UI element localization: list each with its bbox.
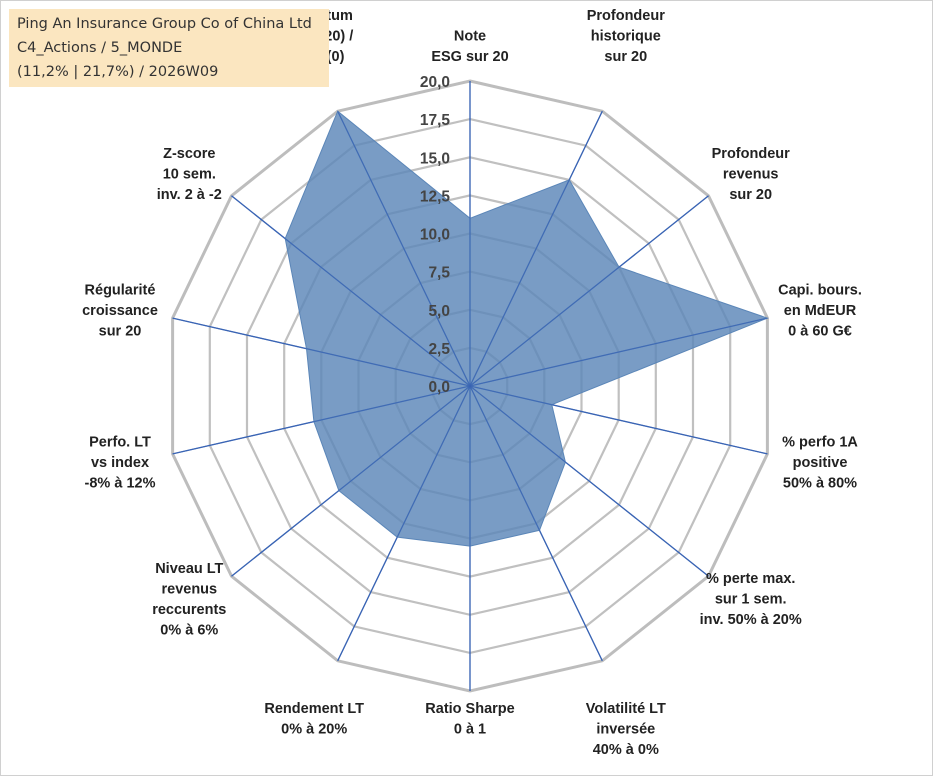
axis-spoke-overlay [469, 317, 768, 387]
axis-label-line: revenus [161, 581, 217, 597]
axis-spoke-overlay [337, 385, 471, 662]
axis-label-line: 0% à 20% [281, 722, 347, 738]
axis-label-line: Capi. bours. [778, 283, 862, 299]
axis-label-line: en MdEUR [784, 303, 857, 319]
axis-label-line: Perfo. LT [89, 434, 151, 450]
tick-label: 2,5 [428, 341, 450, 358]
axis-label-line: % perfo 1A [782, 434, 858, 450]
axis-label-line: 0 à 1 [454, 722, 486, 738]
axis-spoke-overlay [231, 385, 471, 577]
axis-label: Z-score 10 sem. inv. 2 à -2 [157, 146, 222, 203]
axis-label-line: positive [793, 455, 848, 471]
axis-label: % perfo 1A positive 50% à 80% [782, 434, 858, 491]
axis-label-line: sur 1 sem. [715, 592, 787, 608]
axis-label-line: Volatilité LT [586, 701, 666, 717]
tick-label: 20,0 [420, 74, 450, 91]
tick-label: 10,0 [420, 227, 450, 244]
axis-spoke-overlay [469, 195, 709, 387]
axis-label: Note ESG sur 20 [431, 29, 508, 66]
axis-label-line: ESG sur 20 [431, 49, 508, 65]
data-area-layer [172, 81, 769, 691]
axis-label-line: vs index [91, 455, 149, 471]
axis-label-line: 10 sem. [163, 166, 216, 182]
company-name: Ping An Insurance Group Co of China Ltd [17, 16, 312, 32]
axis-label: Ratio Sharpe 0 à 1 [425, 701, 514, 738]
axis-spoke-overlay [172, 317, 471, 387]
axis-label-line: 40% à 0% [593, 742, 659, 758]
category-label: C4_Actions / 5_MONDE [17, 40, 183, 56]
axis-label: Profondeur historique sur 20 [587, 8, 665, 65]
axis-label: Régularité croissance sur 20 [82, 283, 158, 340]
axis-label-line: Profondeur [587, 8, 665, 24]
axis-label-line: Z-score [163, 146, 215, 162]
axis-label-line: croissance [82, 303, 158, 319]
tick-label: 7,5 [428, 265, 450, 282]
axis-label-line: revenus [723, 166, 779, 182]
axis-label-line: sur 20 [99, 324, 142, 340]
axis-label-line: reccurents [152, 602, 226, 618]
tick-label: 5,0 [428, 303, 450, 320]
tick-label: 0,0 [428, 379, 450, 396]
axis-label-line: sur 20 [604, 49, 647, 65]
axis-label: Rendement LT 0% à 20% [264, 701, 364, 738]
axis-spoke-overlay [231, 195, 471, 387]
axis-spoke-overlay [469, 385, 603, 662]
axis-label: Profondeur revenus sur 20 [712, 146, 790, 203]
axis-label-line: 0% à 6% [160, 622, 218, 638]
axis-label-line: Rendement LT [264, 701, 364, 717]
axis-label: Volatilité LT inversée 40% à 0% [586, 701, 666, 758]
axis-label-line: sur 20 [729, 187, 772, 203]
axis-label-line: 0 à 60 G€ [788, 324, 852, 340]
axis-label-line: -8% à 12% [85, 475, 156, 491]
axis-spoke-overlay [469, 110, 603, 387]
axis-label-line: historique [591, 29, 661, 45]
axis-label-line: % perte max. [706, 571, 795, 587]
axis-label: Niveau LT revenus reccurents 0% à 6% [152, 561, 226, 639]
title-box: Ping An Insurance Group Co of China Ltd … [9, 9, 329, 87]
stats-label: (11,2% | 21,7%) / 2026W09 [17, 64, 219, 80]
axis-spoke-overlay [172, 385, 471, 455]
axis-label-line: 50% à 80% [783, 475, 857, 491]
axis-label-line: inv. 2 à -2 [157, 187, 222, 203]
axis-label-line: Niveau LT [155, 561, 223, 577]
axis-label-line: inv. 50% à 20% [700, 612, 802, 628]
axis-label: Capi. bours. en MdEUR 0 à 60 G€ [778, 283, 862, 340]
axis-label-line: Ratio Sharpe [425, 701, 514, 717]
tick-label: 15,0 [420, 150, 450, 167]
axis-label-line: inversée [596, 722, 655, 738]
axis-label-line: Régularité [85, 283, 156, 299]
axis-label: Perfo. LT vs index -8% à 12% [85, 434, 156, 491]
axis-spoke-overlay [469, 385, 768, 455]
axis-spoke-overlay [469, 385, 709, 577]
axis-spoke-overlay [337, 110, 471, 387]
tick-label: 12,5 [420, 188, 451, 205]
axis-label-line: Profondeur [712, 146, 790, 162]
axis-label-line: Note [454, 29, 486, 45]
series-area [284, 110, 769, 547]
axis-label: % perte max. sur 1 sem. inv. 50% à 20% [700, 571, 802, 628]
tick-label: 17,5 [420, 112, 451, 129]
tick-layer: 0,0 2,5 5,0 7,5 10,0 12,5 15,0 17,5 20,0 [420, 74, 451, 396]
